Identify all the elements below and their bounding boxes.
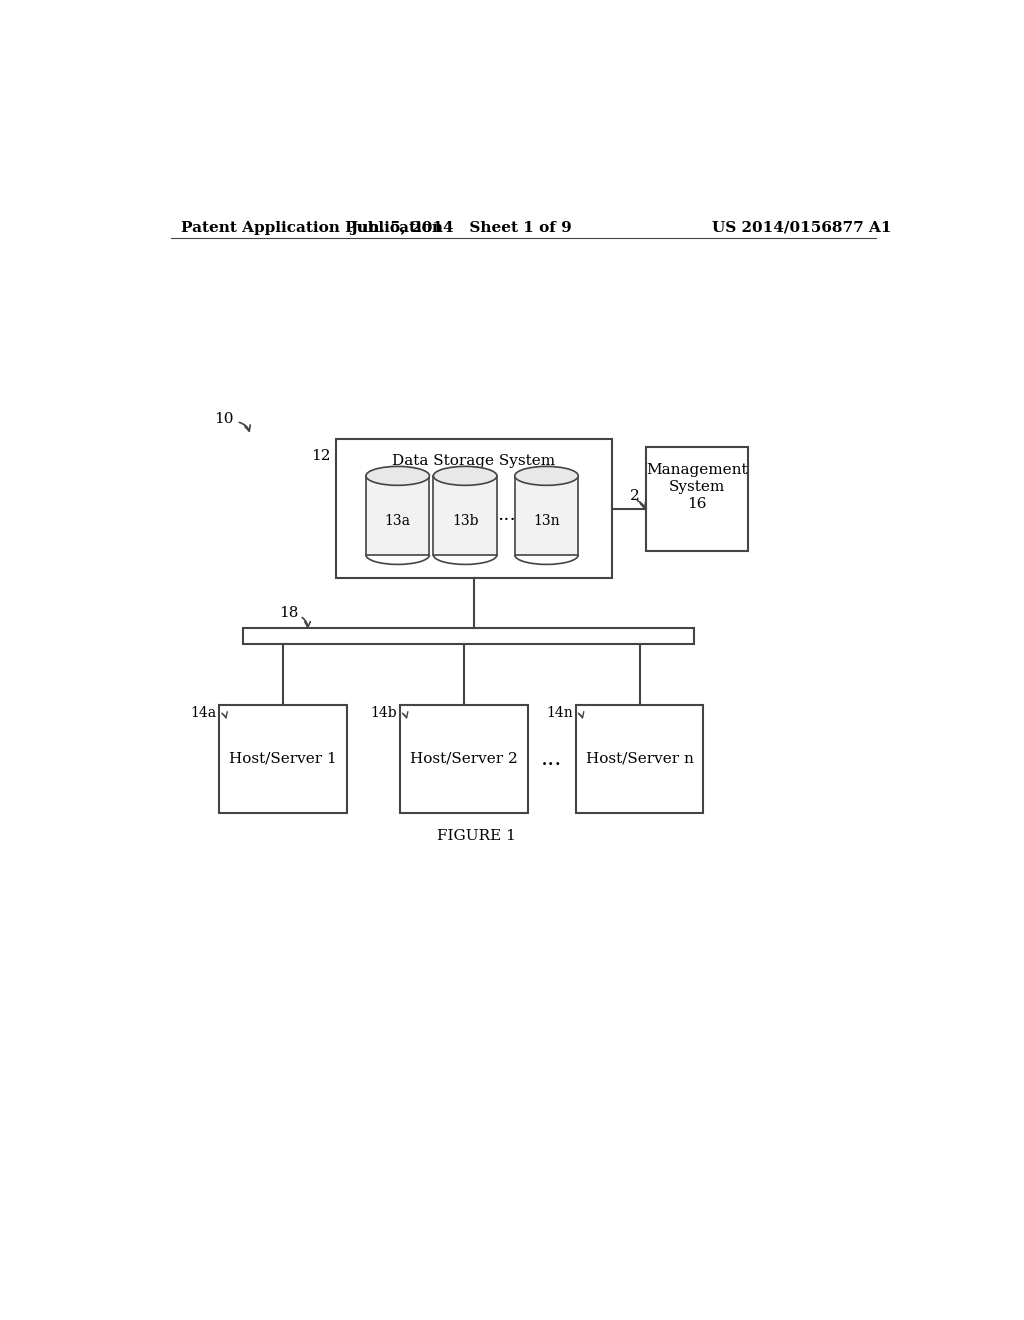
- Text: Host/Server n: Host/Server n: [586, 752, 693, 766]
- Text: Data Storage System: Data Storage System: [392, 454, 556, 469]
- Text: 12: 12: [311, 449, 331, 463]
- Text: 2: 2: [630, 490, 640, 503]
- Text: US 2014/0156877 A1: US 2014/0156877 A1: [713, 220, 892, 235]
- Bar: [219, 705, 347, 813]
- Bar: [243, 628, 693, 644]
- Text: 16: 16: [687, 498, 707, 511]
- Text: 18: 18: [280, 606, 299, 619]
- Text: 14b: 14b: [371, 706, 397, 719]
- Ellipse shape: [366, 466, 429, 486]
- Ellipse shape: [433, 466, 497, 486]
- Text: 14n: 14n: [547, 706, 573, 719]
- Text: Management: Management: [646, 463, 748, 478]
- Text: FIGURE 1: FIGURE 1: [437, 829, 516, 843]
- Text: Jun. 5, 2014   Sheet 1 of 9: Jun. 5, 2014 Sheet 1 of 9: [350, 220, 572, 235]
- Bar: [646, 447, 748, 552]
- Bar: [575, 705, 703, 813]
- Bar: [399, 705, 527, 813]
- Text: Host/Server 1: Host/Server 1: [229, 752, 337, 766]
- Bar: [433, 477, 497, 554]
- Text: 14a: 14a: [190, 706, 217, 719]
- Bar: [336, 440, 612, 578]
- Bar: [366, 477, 429, 554]
- Text: System: System: [669, 480, 725, 494]
- Text: Patent Application Publication: Patent Application Publication: [180, 220, 442, 235]
- Text: 10: 10: [214, 412, 233, 425]
- Text: 13n: 13n: [534, 515, 560, 528]
- Text: 13a: 13a: [385, 515, 411, 528]
- Text: ...: ...: [542, 748, 562, 770]
- Text: Host/Server 2: Host/Server 2: [410, 752, 517, 766]
- Ellipse shape: [515, 466, 579, 486]
- Bar: [515, 477, 579, 554]
- Text: 13b: 13b: [452, 515, 478, 528]
- Text: ...: ...: [497, 506, 515, 524]
